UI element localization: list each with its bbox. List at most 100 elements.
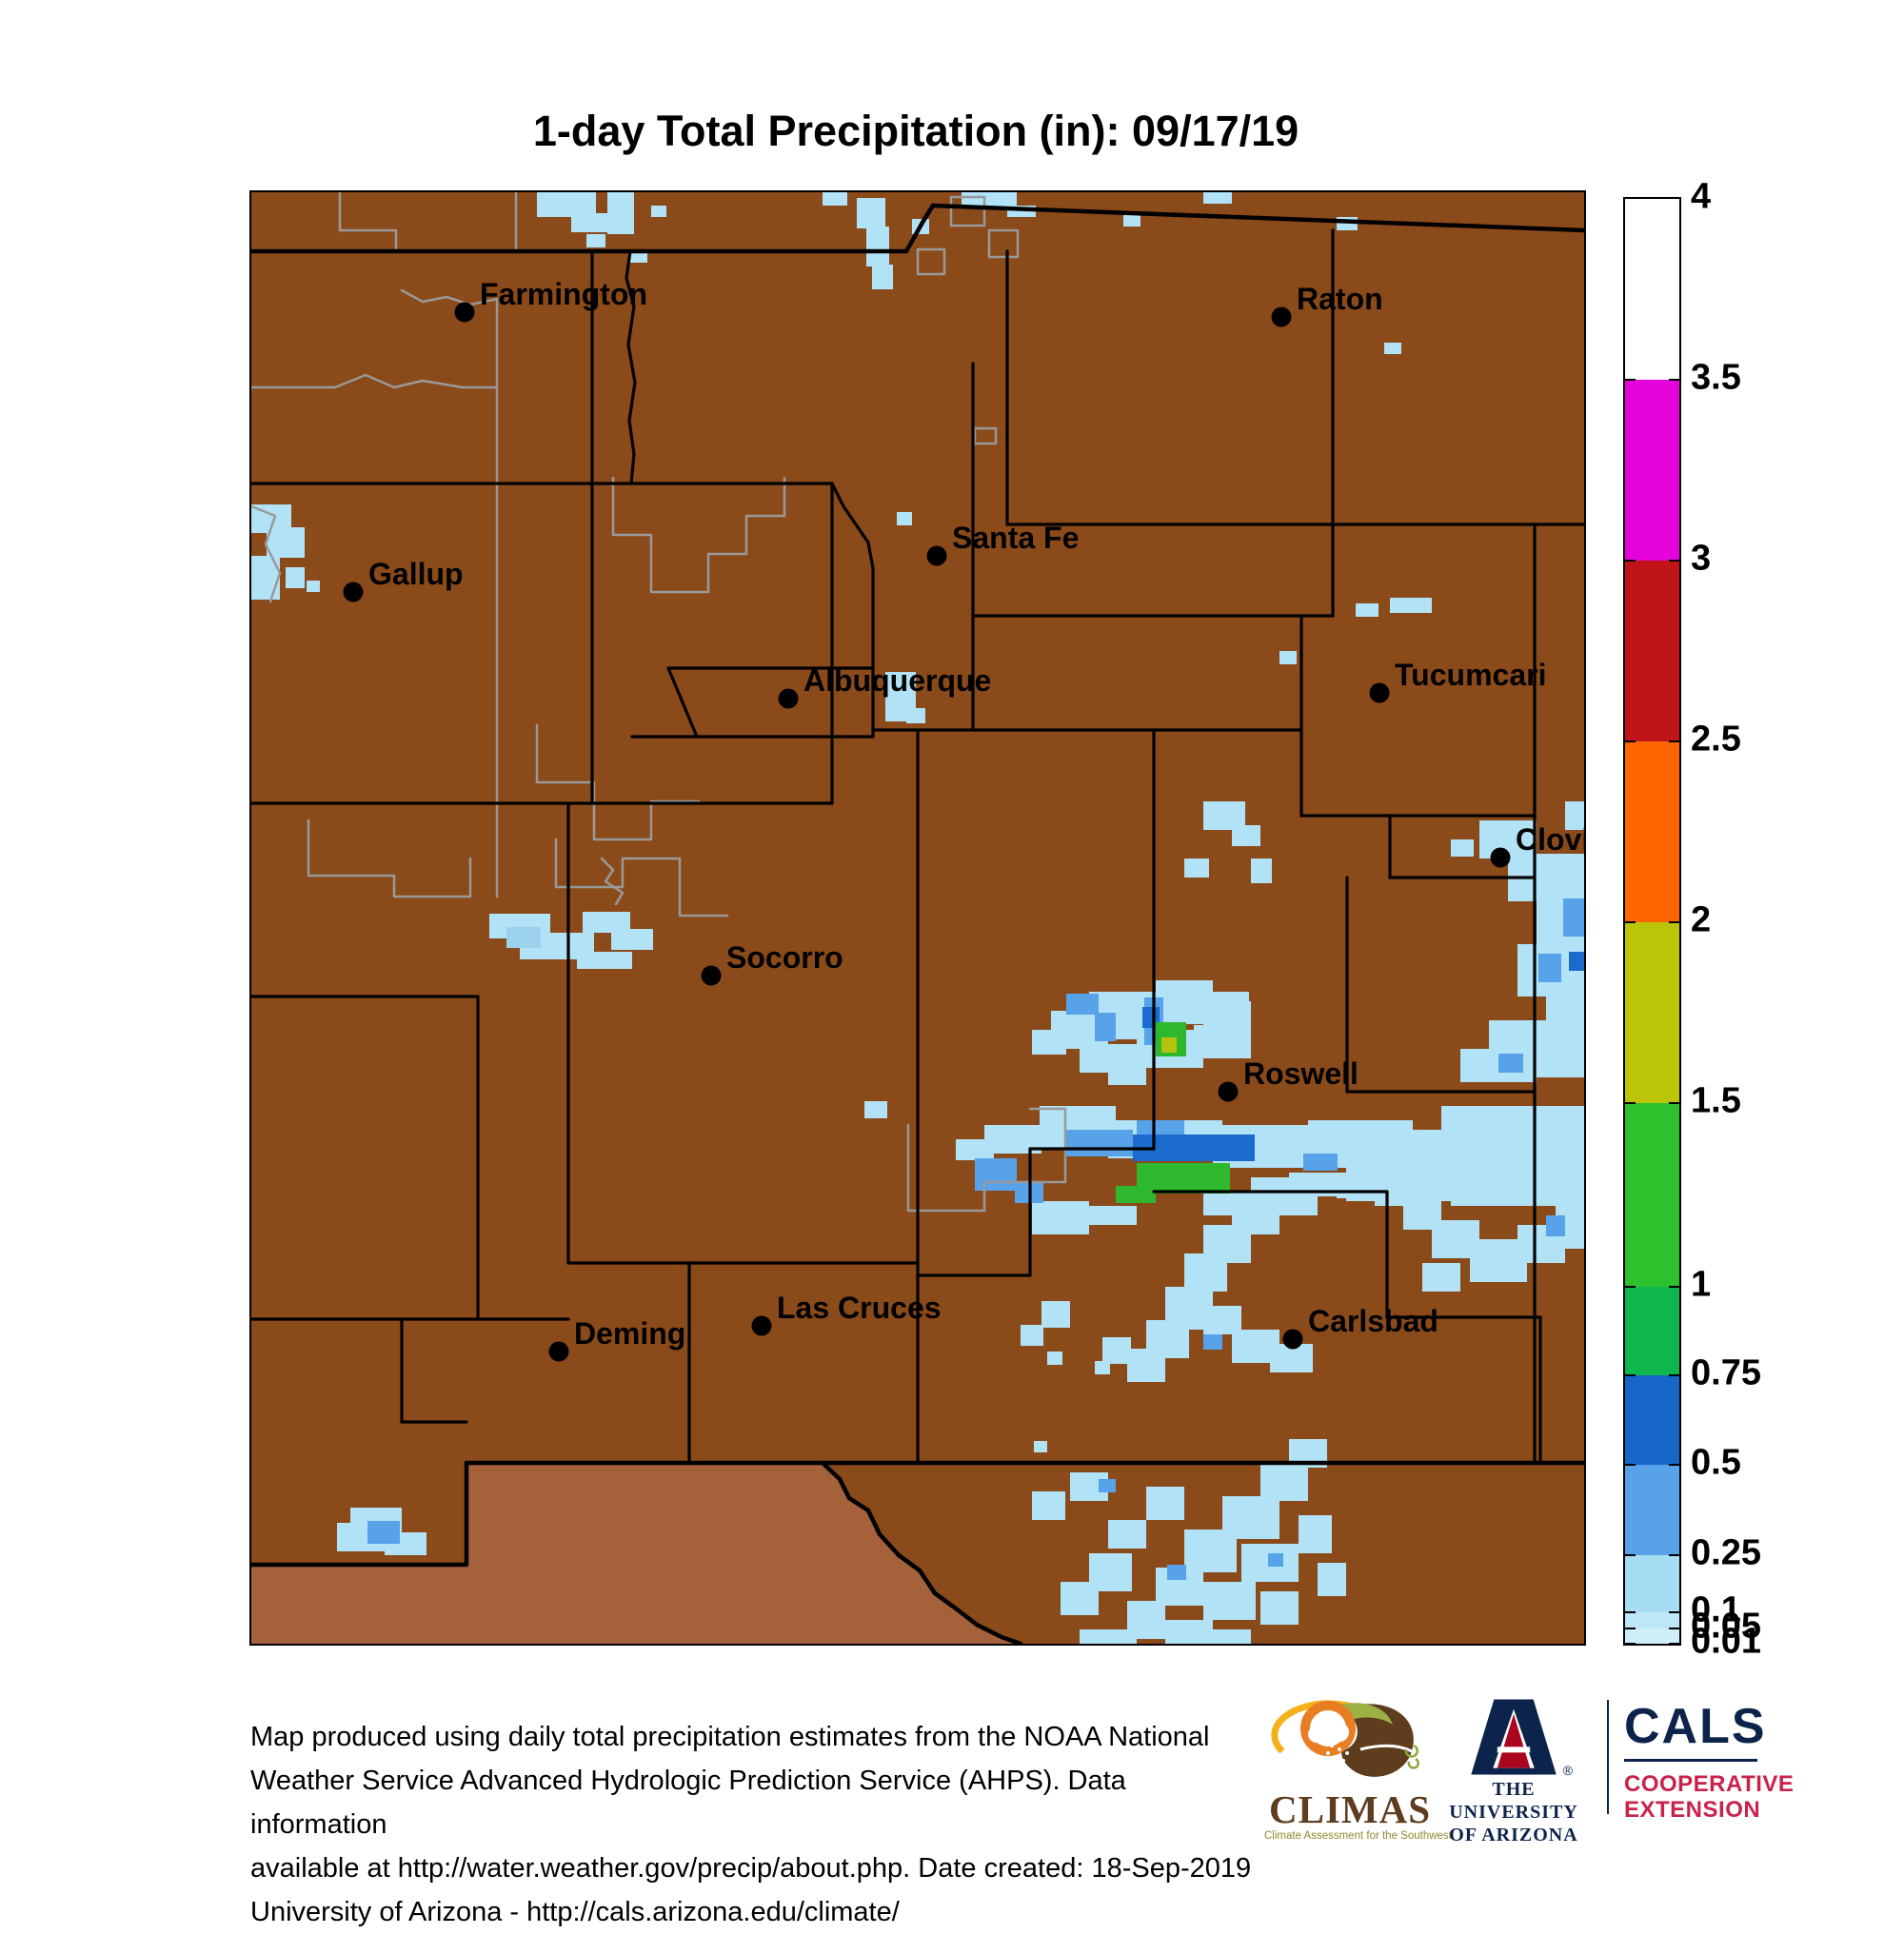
precip-cell <box>1422 1263 1460 1292</box>
legend-tick-notch <box>1669 1554 1679 1556</box>
outside-state-region <box>251 1463 1021 1644</box>
legend-tick-label: 0.75 <box>1691 1352 1761 1393</box>
precip-cell <box>956 1139 994 1160</box>
page-title: 1-day Total Precipitation (in): 09/17/19 <box>532 107 1299 155</box>
city-label: Gallup <box>368 557 464 591</box>
precip-cell <box>1451 839 1474 857</box>
legend-segment <box>1625 922 1679 1103</box>
precip-cell <box>1066 1130 1133 1156</box>
precip-cell <box>1116 1186 1156 1203</box>
legend-tick-notch <box>1625 740 1636 742</box>
legend-segment <box>1625 741 1679 922</box>
legend-tick-notch <box>1625 921 1636 923</box>
precip-cell <box>286 567 305 588</box>
precip-cell <box>1095 1361 1110 1374</box>
cals-logo: CALS COOPERATIVE EXTENSION <box>1624 1702 1805 1823</box>
precip-cell <box>1041 1301 1070 1328</box>
legend-tick-notch <box>1669 1628 1679 1629</box>
legend-segment <box>1625 1103 1679 1287</box>
legend-segment <box>1625 199 1679 380</box>
minor-boundary <box>554 838 729 918</box>
climas-logo: CLIMAS Climate Assessment for the Southw… <box>1264 1692 1452 1842</box>
city-label: Roswell <box>1243 1056 1359 1091</box>
legend-tick-label: 0.01 <box>1691 1621 1761 1662</box>
city-marker <box>1490 847 1511 868</box>
city-label: Albuquerque <box>803 663 991 698</box>
precip-cell <box>1184 1529 1237 1572</box>
legend-tick-label: 0.25 <box>1691 1532 1761 1573</box>
precip-cell <box>864 1101 887 1118</box>
city-label: Raton <box>1297 282 1383 316</box>
legend-tick-label: 3.5 <box>1691 357 1741 398</box>
city-marker <box>1282 1329 1303 1350</box>
precip-cell <box>1441 1106 1584 1158</box>
city-label: Deming <box>574 1316 685 1351</box>
new-mexico-map-canvas: Farmington Raton Gallup Santa Fe Albuquerque… <box>251 192 1584 1644</box>
precip-cell <box>1569 952 1584 971</box>
city-label: Socorro <box>726 940 843 975</box>
minor-boundary <box>535 723 701 841</box>
precip-cell <box>307 581 320 592</box>
precip-cell <box>1032 1201 1089 1234</box>
precip-cell <box>1161 1037 1177 1053</box>
precip-cell <box>1232 825 1260 846</box>
legend-tick-label: 4 <box>1691 176 1712 217</box>
precip-cell <box>1563 898 1584 937</box>
legend-tick-label: 0.1 <box>1691 1589 1741 1630</box>
precip-cell <box>1099 1479 1116 1492</box>
legend-segment <box>1625 1287 1679 1375</box>
footer-line: Weather Service Advanced Hydrologic Pred… <box>250 1766 1126 1840</box>
city-label: Santa Fe <box>952 521 1079 555</box>
legend-tick-notch <box>1669 1374 1679 1376</box>
legend-segment <box>1625 561 1679 741</box>
cals-line1: COOPERATIVE <box>1624 1771 1795 1797</box>
legend-tick-notch <box>1625 1628 1636 1629</box>
city-marker <box>701 965 722 986</box>
precip-cell <box>1146 1487 1184 1520</box>
city-label: Clovis <box>1516 822 1584 857</box>
precip-cell <box>1203 192 1232 204</box>
precip-cell <box>1021 1325 1043 1346</box>
precip-cell <box>1089 1206 1137 1225</box>
precip-cell <box>1203 1334 1222 1350</box>
precip-cell <box>1034 1441 1047 1452</box>
legend-colorbar <box>1623 197 1681 1646</box>
precip-cell <box>1032 1491 1065 1520</box>
precip-cell <box>1318 1563 1346 1596</box>
state-border <box>251 1460 825 1568</box>
minor-boundary <box>251 373 499 389</box>
precip-cell <box>1299 1515 1332 1553</box>
legend-tick-notch <box>1625 560 1636 562</box>
legend-tick-notch <box>1625 1464 1636 1466</box>
precip-cell <box>1047 1352 1062 1365</box>
logo-divider <box>1607 1700 1609 1814</box>
precip-cell <box>1375 1182 1403 1206</box>
legend-tick-notch <box>1669 1286 1679 1288</box>
precip-cell <box>1167 1565 1186 1580</box>
footer-line: University of Arizona - http://cals.ariz… <box>250 1897 900 1927</box>
precip-cell <box>1384 343 1401 354</box>
precip-cell <box>630 251 647 263</box>
minor-boundary <box>949 195 986 227</box>
ua-wordmark-line1: THE UNIVERSITY <box>1449 1779 1578 1823</box>
precip-cell <box>1213 1629 1251 1644</box>
precip-cell <box>1498 1054 1523 1073</box>
city-marker <box>1218 1081 1239 1102</box>
footer-line: Map produced using daily total precipita… <box>250 1722 1210 1752</box>
precip-cell <box>1032 1030 1066 1055</box>
climas-caption: Climate Assessment for the Southwest <box>1264 1830 1452 1842</box>
precip-cell <box>1095 1013 1116 1041</box>
precip-cell <box>1565 801 1584 830</box>
legend-tick-notch <box>1669 379 1679 381</box>
precip-cell <box>1546 1215 1565 1236</box>
county-boundary <box>666 666 699 739</box>
minor-boundary <box>400 288 499 306</box>
precip-cell <box>1184 858 1209 878</box>
legend-tick-label: 1.5 <box>1691 1080 1741 1121</box>
precip-cell <box>1066 994 1099 1015</box>
block-a-icon <box>1471 1699 1557 1775</box>
city-marker <box>926 545 947 566</box>
legend-tick-notch <box>1625 1611 1636 1613</box>
precip-cell <box>1538 954 1561 982</box>
precip-cell <box>1390 598 1432 613</box>
